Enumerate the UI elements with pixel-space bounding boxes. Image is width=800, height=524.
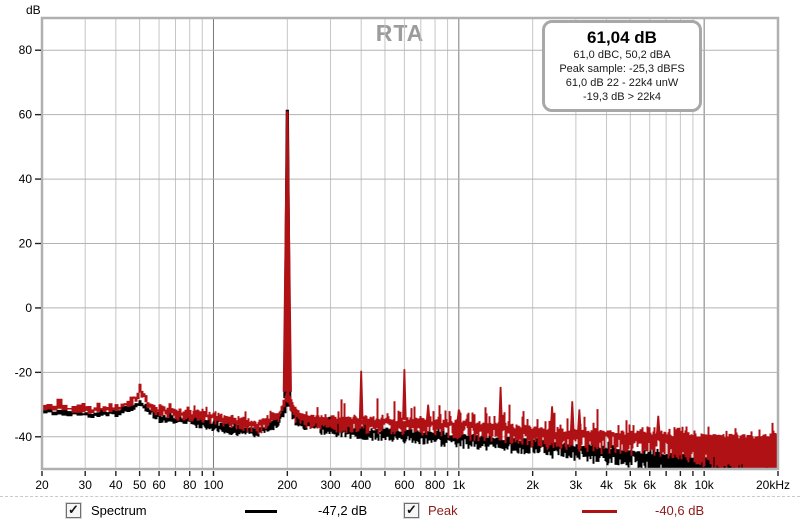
svg-text:0: 0 [25,301,32,315]
spectrum-legend-label: Spectrum [91,503,147,518]
svg-text:100: 100 [203,478,223,492]
svg-text:3k: 3k [570,478,584,492]
svg-text:20: 20 [19,237,33,251]
svg-text:40: 40 [109,478,123,492]
peak-line-swatch [582,510,617,513]
peak-level-value: -40,6 dB [655,503,705,518]
level-readout-line: -19,3 dB > 22k4 [583,91,661,103]
svg-text:2k: 2k [526,478,540,492]
level-readout-headline: 61,04 dB [587,28,657,47]
svg-text:8k: 8k [674,478,688,492]
svg-text:4k: 4k [600,478,614,492]
svg-text:20kHz: 20kHz [756,478,790,492]
peak-legend-label: Peak [428,503,458,518]
svg-text:80: 80 [183,478,197,492]
svg-text:800: 800 [425,478,445,492]
svg-text:5k: 5k [624,478,638,492]
chart-title: RTA [375,20,425,46]
svg-text:600: 600 [394,478,414,492]
level-readout-box: 61,04 dB 61,0 dBC, 50,2 dBA Peak sample:… [542,20,702,112]
legend-bar: ✓ Spectrum -47,2 dB ✓ Peak -40,6 dB [0,496,800,524]
level-readout-line: Peak sample: -25,3 dBFS [559,63,685,75]
svg-text:200: 200 [277,478,297,492]
svg-text:10k: 10k [694,478,714,492]
svg-text:80: 80 [19,43,33,57]
svg-text:400: 400 [351,478,371,492]
svg-text:-40: -40 [15,430,33,444]
spectrum-level-value: -47,2 dB [318,503,368,518]
svg-text:40: 40 [19,172,33,186]
svg-text:-20: -20 [15,365,33,379]
svg-text:1k: 1k [452,478,466,492]
peak-checkbox[interactable]: ✓ [404,503,419,518]
svg-text:20: 20 [35,478,49,492]
svg-text:30: 30 [79,478,93,492]
level-readout-line: 61,0 dBC, 50,2 dBA [573,49,671,61]
svg-text:60: 60 [152,478,166,492]
svg-text:6k: 6k [643,478,657,492]
spectrum-line-swatch [245,510,277,513]
svg-text:60: 60 [19,108,33,122]
level-readout-line: 61,0 dB 22 - 22k4 unW [565,77,679,89]
spectrum-checkbox[interactable]: ✓ [66,503,81,518]
svg-text:300: 300 [321,478,341,492]
checkmark-icon: ✓ [68,502,79,517]
checkmark-icon: ✓ [406,502,417,517]
svg-text:50: 50 [133,478,147,492]
y-axis-title: dB [26,3,41,17]
